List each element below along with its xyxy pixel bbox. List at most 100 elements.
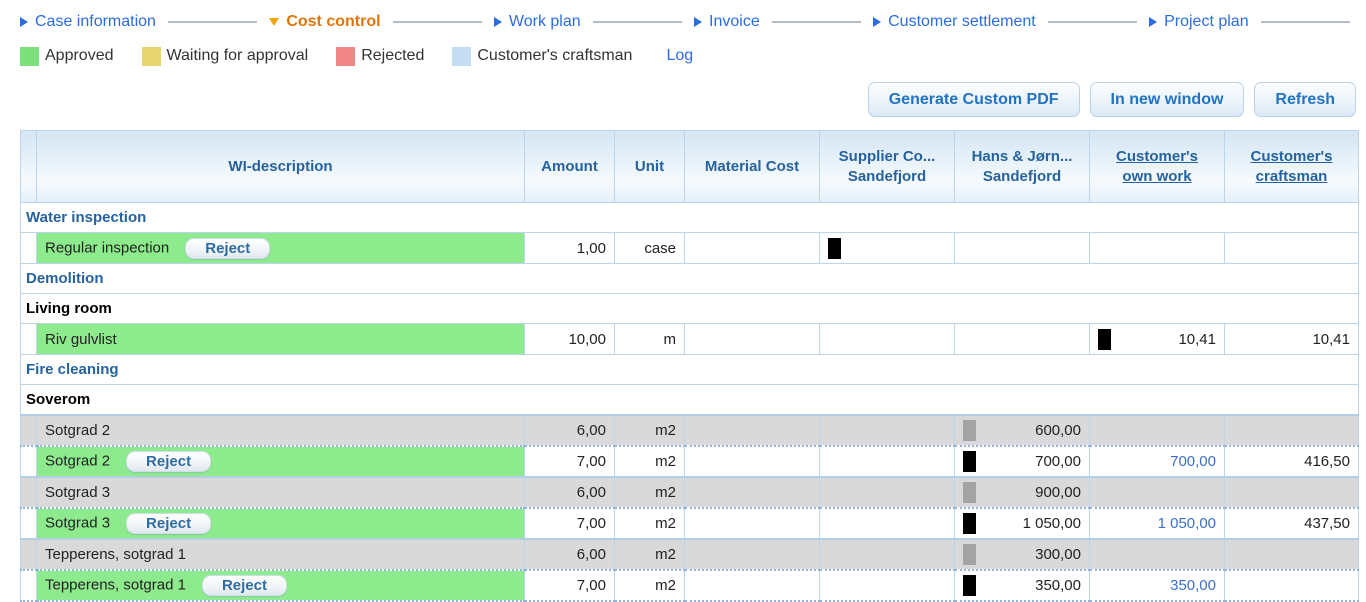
reject-button[interactable]: Reject bbox=[185, 237, 271, 259]
customers-own-work-cell bbox=[1089, 537, 1225, 570]
reject-button[interactable]: Reject bbox=[126, 512, 212, 534]
customers-own-work-cell bbox=[1089, 475, 1225, 508]
amount-cell: 7,00 bbox=[524, 444, 615, 477]
cell-value: 700,00 bbox=[1035, 452, 1081, 470]
header-wi-description: WI-description bbox=[36, 130, 525, 203]
material-cost-cell bbox=[684, 232, 820, 264]
legend-item-approved: Approved bbox=[20, 46, 114, 66]
row-spacer-cell bbox=[20, 475, 37, 508]
legend-item-waiting-for-approval: Waiting for approval bbox=[141, 46, 308, 66]
material-cost-cell bbox=[684, 475, 820, 508]
supplier-cell bbox=[819, 413, 955, 446]
cell-value: 350,00 bbox=[1170, 576, 1216, 594]
triangle-right-icon bbox=[694, 16, 703, 27]
customers-craftsman-link[interactable]: Customer's craftsman bbox=[1251, 147, 1333, 187]
header-hans: Hans & Jørn... Sandefjord bbox=[954, 130, 1090, 203]
wi-description-cell: Riv gulvlist bbox=[36, 323, 525, 355]
hans-cell bbox=[954, 323, 1090, 355]
tab-project-plan[interactable]: Project plan bbox=[1149, 13, 1249, 31]
row-spacer-cell bbox=[20, 506, 37, 539]
customers-own-work-cell: 1 050,00 bbox=[1089, 506, 1225, 539]
in-new-window-button[interactable]: In new window bbox=[1089, 82, 1245, 117]
hans-cell: 900,00 bbox=[954, 475, 1090, 508]
cell-value: 700,00 bbox=[1170, 452, 1216, 470]
supplier-cell bbox=[819, 232, 955, 264]
cell-value: 300,00 bbox=[1035, 545, 1081, 563]
unit-cell: m2 bbox=[614, 506, 685, 539]
customers-own-work-cell bbox=[1089, 413, 1225, 446]
approval-marker-gray bbox=[963, 419, 976, 441]
reject-button[interactable]: Reject bbox=[126, 450, 212, 472]
material-cost-cell bbox=[684, 413, 820, 446]
customers-craftsman-cell bbox=[1224, 232, 1359, 264]
tab-label: Customer settlement bbox=[888, 12, 1036, 30]
legend-color-swatch bbox=[20, 46, 39, 66]
wi-description-cell: Sotgrad 2 bbox=[36, 413, 525, 446]
customers-craftsman-cell: 416,50 bbox=[1224, 444, 1359, 477]
log-link[interactable]: Log bbox=[666, 47, 694, 64]
wi-description-text: Sotgrad 2 bbox=[45, 451, 111, 469]
customers-craftsman-cell bbox=[1224, 413, 1359, 446]
wi-description-cell: Sotgrad 3 bbox=[36, 475, 525, 508]
legend-color-swatch bbox=[141, 46, 161, 66]
tab-case-information[interactable]: Case information bbox=[20, 13, 156, 31]
refresh-button[interactable]: Refresh bbox=[1254, 82, 1356, 117]
legend-label: Rejected bbox=[361, 47, 425, 64]
legend-item-rejected: Rejected bbox=[336, 46, 425, 66]
own-work-line1: Customer's bbox=[1116, 147, 1198, 165]
craftsman-line2: craftsman bbox=[1255, 167, 1328, 185]
triangle-right-icon bbox=[493, 16, 502, 27]
header-hans-city: Sandefjord bbox=[982, 167, 1062, 185]
cell-value: 437,50 bbox=[1304, 514, 1350, 532]
table-row: Sotgrad 3 Reject 7,00 m2 1 050,00 1 050,00 437… bbox=[20, 506, 1359, 539]
cell-value: 600,00 bbox=[1035, 421, 1081, 439]
generate-custom-pdf-button[interactable]: Generate Custom PDF bbox=[867, 82, 1080, 117]
tab-cost-control[interactable]: Cost control bbox=[269, 13, 381, 31]
legend-color-swatch bbox=[336, 46, 356, 66]
cell-value: 10,41 bbox=[1178, 330, 1216, 348]
header-customers-craftsman: Customer's craftsman bbox=[1224, 130, 1359, 203]
tab-separator-line bbox=[1260, 20, 1350, 23]
wi-description-cell: Regular inspection Reject bbox=[36, 232, 525, 264]
tab-invoice[interactable]: Invoice bbox=[694, 13, 760, 31]
supplier-cell bbox=[819, 537, 955, 570]
material-cost-cell bbox=[684, 444, 820, 477]
triangle-right-icon bbox=[20, 16, 28, 27]
unit-cell: m2 bbox=[614, 444, 685, 477]
table-row: Riv gulvlist 10,00 m 10,41 10,41 bbox=[20, 323, 1359, 355]
legend-color-swatch bbox=[452, 46, 472, 66]
header-customers-own-work: Customer's own work bbox=[1089, 130, 1225, 203]
hans-cell bbox=[954, 232, 1090, 264]
legend-item-customer-s-craftsman: Customer's craftsman bbox=[452, 46, 632, 66]
wi-description-text: Tepperens, sotgrad 1 bbox=[45, 575, 186, 593]
own-work-line2: own work bbox=[1122, 167, 1192, 185]
amount-cell: 1,00 bbox=[524, 232, 615, 264]
tab-customer-settlement[interactable]: Customer settlement bbox=[873, 13, 1036, 31]
supplier-cell bbox=[819, 506, 955, 539]
hans-cell: 700,00 bbox=[954, 444, 1090, 477]
subgroup-label: Living room bbox=[20, 293, 1359, 324]
table-header-row: WI-description Amount Unit Material Cost… bbox=[20, 130, 1359, 203]
wi-description-text: Sotgrad 3 bbox=[45, 483, 111, 501]
wi-description-text: Sotgrad 3 bbox=[45, 513, 111, 531]
toolbar: Generate Custom PDF In new window Refresh bbox=[0, 82, 1356, 117]
header-supplier-name: Supplier Co... bbox=[838, 147, 936, 165]
table-row: Tepperens, sotgrad 1 Reject 7,00 m2 350,00 35… bbox=[20, 568, 1359, 602]
group-row: Water inspection bbox=[20, 202, 1359, 233]
hans-cell: 1 050,00 bbox=[954, 506, 1090, 539]
row-spacer-cell bbox=[20, 444, 37, 477]
hans-cell: 600,00 bbox=[954, 413, 1090, 446]
reject-button[interactable]: Reject bbox=[201, 574, 287, 596]
approval-marker-black bbox=[828, 237, 841, 259]
craftsman-line1: Customer's bbox=[1250, 147, 1333, 165]
approval-marker-black bbox=[1098, 328, 1111, 350]
hans-cell: 350,00 bbox=[954, 568, 1090, 602]
row-spacer-cell bbox=[20, 537, 37, 570]
wi-description-cell: Sotgrad 2 Reject bbox=[36, 444, 525, 477]
customers-own-work-link[interactable]: Customer's own work bbox=[1116, 147, 1198, 187]
material-cost-cell bbox=[684, 537, 820, 570]
tab-work-plan[interactable]: Work plan bbox=[493, 13, 581, 31]
cell-value: 1 050,00 bbox=[1157, 514, 1216, 532]
amount-cell: 7,00 bbox=[524, 506, 615, 539]
group-label: Fire cleaning bbox=[20, 354, 1359, 385]
